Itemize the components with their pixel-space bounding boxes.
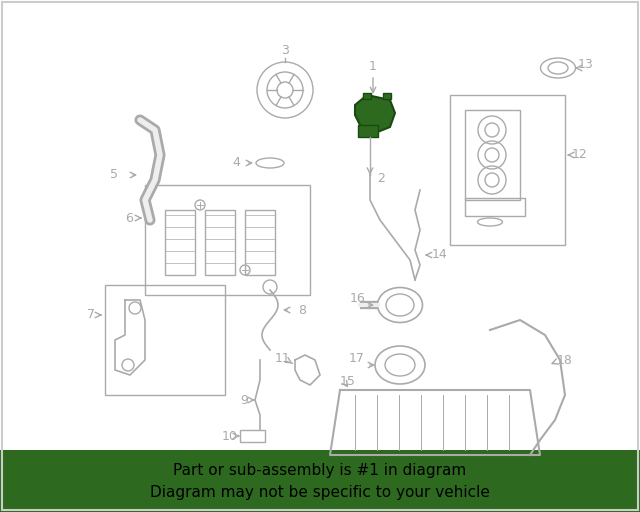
Text: 18: 18	[557, 353, 573, 367]
Text: 1: 1	[369, 60, 377, 74]
Polygon shape	[355, 95, 395, 133]
Bar	[165, 210, 195, 275]
Text: 5: 5	[110, 168, 118, 181]
Text: 11: 11	[275, 352, 290, 365]
Text: 17: 17	[349, 352, 365, 365]
Bar	[240, 430, 265, 442]
Bar	[0, 450, 640, 512]
Text: 10: 10	[222, 430, 238, 442]
Text: 14: 14	[432, 248, 448, 262]
Bar	[358, 125, 378, 137]
Bar	[245, 210, 275, 275]
Text: 16: 16	[349, 291, 365, 305]
Text: 12: 12	[572, 148, 588, 161]
Bar	[465, 198, 525, 216]
Bar	[145, 185, 310, 295]
Text: Part or sub-assembly is #1 in diagram: Part or sub-assembly is #1 in diagram	[173, 462, 467, 478]
Bar	[205, 210, 235, 275]
Bar	[383, 93, 391, 99]
Text: 13: 13	[578, 58, 594, 72]
Text: 4: 4	[232, 157, 240, 169]
Text: 7: 7	[87, 309, 95, 322]
Text: 9: 9	[240, 394, 248, 407]
Text: 2: 2	[377, 172, 385, 184]
Text: 3: 3	[281, 44, 289, 56]
Text: 8: 8	[298, 304, 306, 316]
Bar	[105, 285, 225, 395]
Bar	[465, 110, 520, 200]
Text: 6: 6	[125, 211, 133, 224]
Text: Diagram may not be specific to your vehicle: Diagram may not be specific to your vehi…	[150, 484, 490, 500]
Text: 15: 15	[340, 375, 356, 388]
Bar	[450, 95, 565, 245]
Bar	[363, 93, 371, 99]
